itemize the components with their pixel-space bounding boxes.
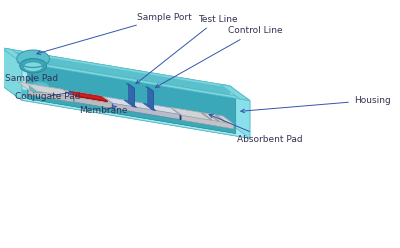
Polygon shape (28, 61, 236, 133)
Polygon shape (126, 84, 134, 88)
Polygon shape (22, 63, 250, 138)
Polygon shape (74, 97, 112, 108)
Text: Conjugate Pad: Conjugate Pad (15, 91, 80, 101)
Polygon shape (216, 115, 226, 122)
Polygon shape (104, 97, 180, 114)
Polygon shape (69, 91, 108, 101)
Polygon shape (46, 94, 220, 126)
Ellipse shape (30, 82, 49, 93)
Polygon shape (18, 82, 73, 97)
Text: Absorbent Pad: Absorbent Pad (209, 114, 302, 144)
Text: Test Line: Test Line (136, 15, 238, 84)
Polygon shape (2, 48, 32, 64)
Polygon shape (128, 84, 134, 106)
Ellipse shape (20, 59, 46, 73)
Ellipse shape (17, 50, 50, 67)
Polygon shape (65, 90, 112, 103)
Text: Control Line: Control Line (156, 27, 283, 87)
Polygon shape (76, 96, 108, 102)
Polygon shape (2, 48, 234, 89)
Polygon shape (38, 88, 220, 123)
Polygon shape (2, 48, 22, 100)
Polygon shape (16, 88, 236, 131)
Polygon shape (220, 84, 250, 101)
Polygon shape (2, 85, 250, 138)
Polygon shape (26, 83, 73, 97)
Text: Sample Port: Sample Port (37, 13, 192, 55)
Polygon shape (182, 115, 234, 129)
Polygon shape (113, 103, 180, 119)
Polygon shape (144, 103, 156, 110)
Text: Housing: Housing (241, 96, 391, 113)
Polygon shape (18, 60, 250, 101)
Polygon shape (2, 48, 230, 124)
Polygon shape (208, 114, 219, 121)
Text: Membrane: Membrane (79, 106, 127, 115)
Polygon shape (132, 88, 134, 106)
Polygon shape (124, 100, 137, 107)
Polygon shape (230, 86, 250, 138)
Polygon shape (171, 107, 234, 124)
Polygon shape (148, 87, 154, 109)
Polygon shape (28, 90, 73, 102)
Text: Sample Pad: Sample Pad (5, 74, 58, 83)
Polygon shape (152, 91, 154, 109)
Polygon shape (16, 90, 236, 133)
Ellipse shape (24, 62, 43, 71)
Polygon shape (146, 87, 154, 92)
Polygon shape (201, 113, 212, 120)
